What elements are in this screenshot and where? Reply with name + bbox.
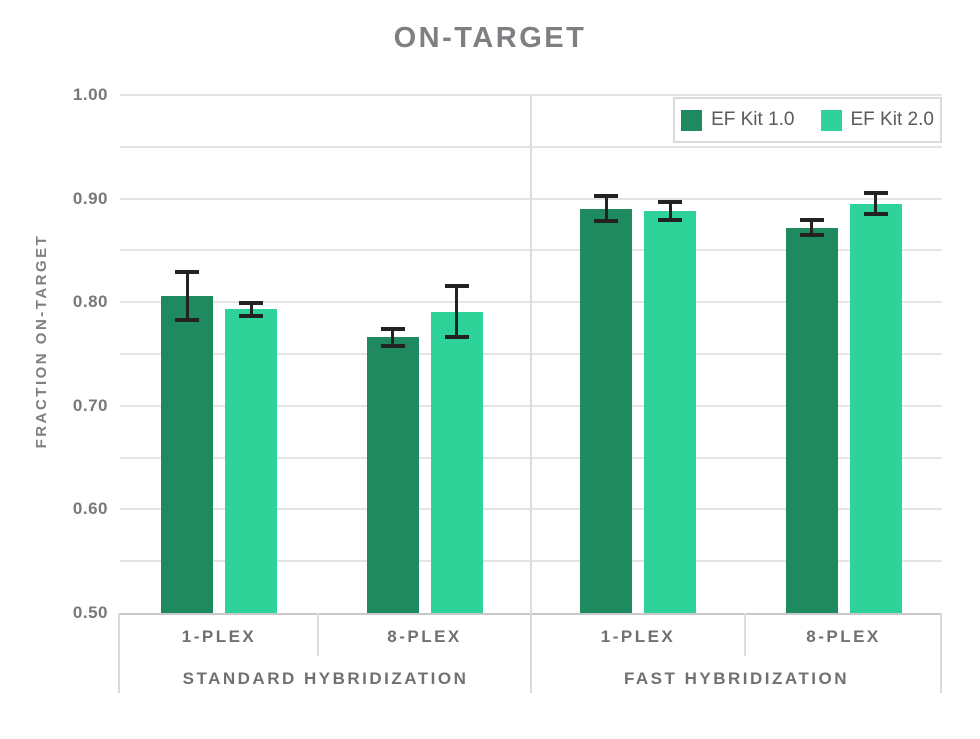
x-axis-left-border — [118, 613, 120, 693]
error-bar-stem — [185, 271, 189, 321]
y-tick-label: 0.90 — [72, 188, 108, 208]
x-category-label: 1-PLEX — [181, 627, 257, 646]
x-group-label: STANDARD HYBRIDIZATION — [182, 669, 469, 688]
bar — [225, 309, 277, 613]
error-bar-top-cap — [799, 218, 824, 223]
y-tick-label: 0.80 — [72, 292, 108, 312]
x-axis-center-border — [530, 613, 532, 693]
x-category-label: 8-PLEX — [387, 627, 462, 646]
plot-area — [120, 94, 942, 613]
bar — [644, 211, 696, 613]
bar — [161, 295, 213, 613]
error-bar-top-cap — [594, 194, 618, 199]
error-bar-stem — [874, 192, 877, 216]
error-bar-bottom-cap — [239, 313, 263, 318]
plex-cell-divider — [317, 613, 319, 656]
error-bar-stem — [810, 219, 813, 236]
x-category-label: 1-PLEX — [600, 627, 676, 646]
error-bar-bottom-cap — [444, 335, 469, 340]
x-category-label: 8-PLEX — [806, 627, 881, 646]
y-tick-label: 0.50 — [72, 603, 108, 622]
error-bar-bottom-cap — [799, 232, 824, 237]
legend-item: EF Kit 1.0 — [681, 109, 795, 131]
legend-swatch — [820, 109, 842, 131]
y-axis-title: FRACTION ON-TARGET — [33, 233, 50, 449]
error-bar-bottom-cap — [380, 343, 405, 348]
error-bar-bottom-cap — [175, 317, 199, 322]
error-bar-top-cap — [658, 199, 682, 204]
bar — [580, 208, 632, 613]
x-axis-right-border — [940, 613, 942, 693]
error-bar-top-cap — [863, 191, 888, 196]
bar — [430, 311, 483, 613]
legend-swatch — [681, 109, 703, 131]
chart-title: ON-TARGET — [393, 22, 587, 54]
error-bar-bottom-cap — [658, 218, 682, 223]
error-bar-top-cap — [175, 270, 199, 275]
error-bar-stem — [391, 328, 394, 347]
error-bar-bottom-cap — [594, 219, 618, 224]
legend-label: EF Kit 1.0 — [711, 109, 795, 130]
error-bar-top-cap — [380, 327, 405, 332]
error-bar-stem — [455, 284, 458, 339]
plex-cell-divider — [744, 613, 746, 656]
error-bar-stem — [604, 195, 608, 223]
error-bar-bottom-cap — [863, 212, 888, 217]
bar — [849, 203, 902, 613]
x-axis: 1-PLEX 8-PLEX STANDARD HYBRIDIZATION 1-PLEX… — [118, 613, 942, 693]
x-group-label: FAST HYBRIDIZATION — [623, 669, 850, 688]
y-tick-label: 1.00 — [72, 85, 108, 104]
error-bar-stem — [249, 302, 253, 317]
legend: EF Kit 1.0 EF Kit 2.0 — [673, 97, 942, 143]
y-tick-label: 0.70 — [72, 395, 108, 415]
legend-label: EF Kit 2.0 — [850, 109, 934, 130]
legend-item: EF Kit 2.0 — [820, 109, 934, 131]
error-bar-top-cap — [444, 283, 469, 288]
bar — [366, 337, 419, 613]
bar — [785, 227, 838, 613]
facet-divider — [530, 95, 532, 613]
y-tick-label: 0.60 — [72, 499, 108, 519]
error-bar-top-cap — [239, 301, 263, 306]
error-bar-stem — [668, 200, 672, 222]
